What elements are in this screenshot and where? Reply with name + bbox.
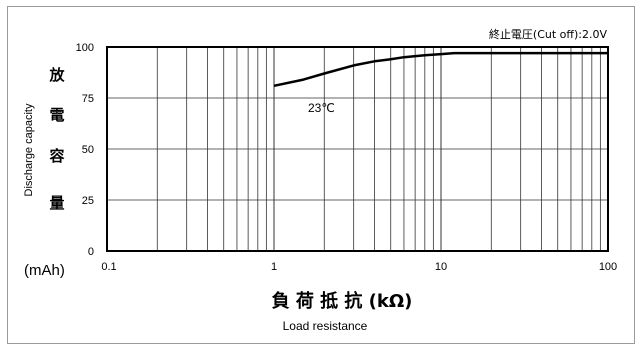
- x-tick-label: 0.1: [101, 261, 116, 273]
- x-tick-label: 100: [599, 261, 617, 273]
- y-axis-label-en: Discharge capacity: [23, 103, 35, 196]
- x-tick-label: 10: [435, 261, 447, 273]
- chart-frame: [7, 6, 635, 344]
- cutoff-voltage-note: 終止電圧(Cut off):2.0V: [489, 27, 608, 41]
- plot-area: [106, 46, 609, 252]
- y-axis-label-char: 容: [48, 147, 64, 165]
- series-label: 23℃: [308, 101, 335, 115]
- grid: [107, 47, 608, 251]
- axes: 0 25 50 75 100 0.1 1 10 100: [76, 42, 618, 273]
- y-axis-unit: (mAh): [24, 262, 65, 279]
- y-tick-label: 100: [76, 42, 94, 54]
- x-tick-label: 1: [271, 261, 277, 273]
- y-tick-label: 50: [82, 144, 94, 156]
- series: [273, 51, 608, 88]
- x-axis-label-en: Load resistance: [283, 319, 368, 333]
- x-axis-label-jp: 負 荷 抵 抗 (kΩ): [272, 290, 413, 312]
- y-tick-label: 25: [82, 195, 94, 207]
- y-axis-label-char: 放: [48, 66, 65, 84]
- y-tick-label: 75: [82, 93, 94, 105]
- y-tick-label: 0: [88, 246, 94, 258]
- y-axis-label-char: 電: [49, 106, 64, 124]
- series-line-0: [273, 51, 608, 88]
- y-axis-label-char: 量: [49, 194, 64, 212]
